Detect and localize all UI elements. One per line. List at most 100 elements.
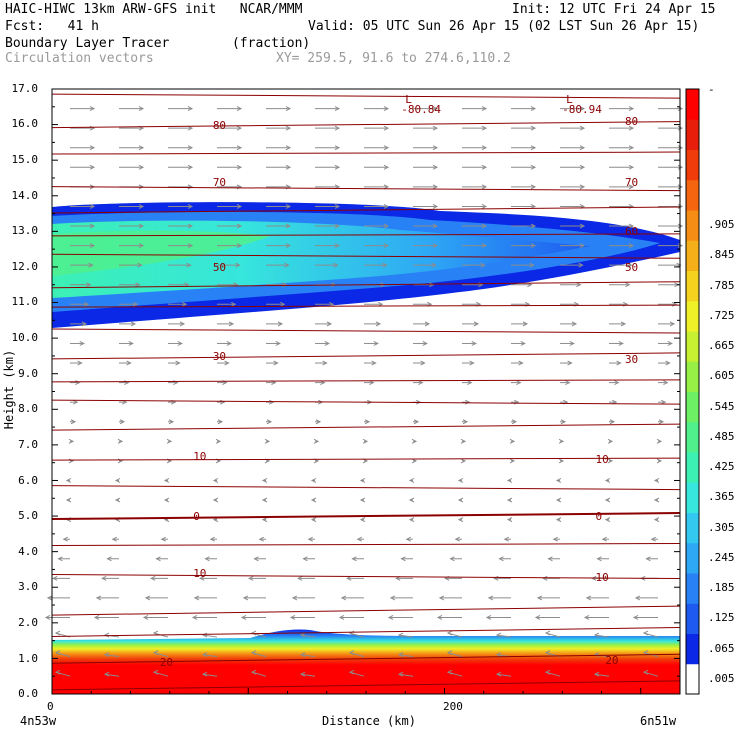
- vector-arrowhead: [242, 595, 249, 601]
- boundary-layer-tracer: [52, 629, 680, 694]
- upper-plume-inner: [52, 230, 270, 276]
- vector-arrowhead: [656, 458, 663, 464]
- vector-arrowhead: [236, 145, 243, 151]
- vector-arrowhead: [348, 630, 355, 636]
- vector-arrowhead: [209, 536, 215, 542]
- vector-arrowhead: [413, 419, 420, 425]
- vector-arrowhead: [481, 164, 488, 170]
- vector-arrowhead: [389, 595, 396, 601]
- vector-arrowhead: [579, 145, 586, 151]
- vector-arrowhead: [324, 341, 330, 346]
- contour-line: [51, 399, 681, 405]
- vector-arrowhead: [498, 556, 504, 562]
- vector-arrowhead: [362, 438, 369, 444]
- vector-arrowhead: [258, 536, 264, 542]
- vector-arrowhead: [268, 399, 275, 405]
- vector-arrowhead: [677, 125, 684, 131]
- vector-arrowhead: [144, 595, 151, 601]
- vector-arrowhead: [449, 556, 455, 562]
- vector-arrowhead: [579, 184, 586, 190]
- vector-arrowhead: [397, 652, 404, 658]
- vector-arrowhead: [119, 419, 126, 425]
- vector-arrowhead: [114, 478, 121, 483]
- vector-arrowhead: [68, 438, 75, 444]
- vector-arrowhead: [485, 615, 492, 620]
- header-valid: Valid: 05 UTC Sun 26 Apr 15 (02 LST Sun …: [308, 19, 700, 34]
- vector-arrowhead: [224, 360, 230, 366]
- vector-arrowhead: [565, 380, 571, 386]
- contour-label: 0: [595, 510, 603, 524]
- vector-arrowhead: [457, 497, 464, 503]
- vector-arrowhead: [460, 458, 467, 464]
- vector-arrowhead: [236, 164, 243, 170]
- vector-arrowhead: [334, 106, 341, 112]
- y-tick-label: 5.0: [18, 509, 38, 522]
- axis-ticks: [51, 88, 681, 695]
- contour-label: 60: [624, 225, 639, 239]
- vector-arrowhead: [544, 669, 551, 675]
- vector-arrowhead: [54, 669, 61, 675]
- colorbar-tick-label: .185: [708, 581, 735, 595]
- vector-field-name: Circulation vectors: [5, 51, 154, 66]
- vector-arrowhead: [578, 262, 584, 268]
- vector-arrowhead: [509, 438, 516, 444]
- vector-arrowhead: [516, 380, 522, 386]
- vector-arrowhead: [240, 615, 247, 620]
- vector-arrowhead: [518, 360, 524, 366]
- vector-arrowhead: [46, 595, 53, 601]
- vector-arrowhead: [665, 360, 671, 366]
- circulation-vector: [594, 634, 610, 638]
- vector-arrowhead: [671, 301, 678, 307]
- vector-arrowhead: [152, 669, 159, 675]
- vector-arrowhead: [663, 380, 669, 386]
- vector-arrowhead: [187, 106, 194, 112]
- vector-arrowhead: [212, 478, 219, 483]
- vector-arrowhead: [193, 595, 200, 601]
- vector-arrowhead: [487, 595, 494, 601]
- vector-arrowhead: [408, 478, 415, 483]
- vector-arrowhead: [558, 438, 565, 444]
- vector-arrowhead: [132, 301, 139, 307]
- vector-arrowhead: [201, 671, 208, 677]
- y-tick-label: 0.0: [18, 687, 38, 700]
- vector-arrowhead: [607, 458, 614, 464]
- vector-arrowhead: [536, 595, 543, 601]
- vector-arrowhead: [62, 536, 68, 542]
- vector-arrowhead: [616, 360, 622, 366]
- vector-arrowhead: [261, 497, 268, 503]
- vector-arrowhead: [163, 478, 170, 483]
- vector-arrowhead: [142, 615, 149, 620]
- vector-arrowhead: [155, 556, 161, 562]
- colorbar-swatch: [686, 633, 699, 665]
- y-tick-label: 14.0: [11, 189, 39, 202]
- vector-arrowhead: [677, 243, 684, 249]
- contour-line: [51, 233, 681, 237]
- vector-arrowhead: [285, 164, 292, 170]
- vector-arrowhead: [642, 650, 649, 656]
- vector-arrowhead: [438, 595, 445, 601]
- y-tick-label: 1.0: [18, 652, 38, 665]
- vector-arrowhead: [650, 536, 656, 542]
- vector-arrowhead: [177, 341, 183, 346]
- vector-arrowhead: [429, 282, 435, 288]
- vector-arrowhead: [70, 419, 77, 425]
- colorbar-tick-label: .605: [708, 369, 735, 383]
- vector-arrowhead: [282, 282, 288, 288]
- vector-arrowhead: [411, 458, 418, 464]
- vector-arrowhead: [530, 184, 537, 190]
- contour-label: 20: [605, 654, 619, 668]
- vector-arrowhead: [226, 341, 232, 346]
- vector-arrowhead: [432, 164, 439, 170]
- colorbar: [686, 89, 699, 695]
- vector-arrowhead: [359, 517, 366, 523]
- circulation-vector: [300, 654, 316, 658]
- vector-arrowhead: [620, 321, 627, 327]
- vector-arrowhead: [544, 650, 551, 656]
- vector-arrowhead: [506, 497, 513, 503]
- plot-frame: [51, 88, 681, 695]
- colorbar-tick-label: .545: [708, 399, 735, 413]
- circulation-vector: [398, 634, 414, 638]
- circulation-vector: [398, 673, 414, 677]
- vector-arrowhead: [503, 536, 509, 542]
- vector-arrowhead: [236, 223, 243, 229]
